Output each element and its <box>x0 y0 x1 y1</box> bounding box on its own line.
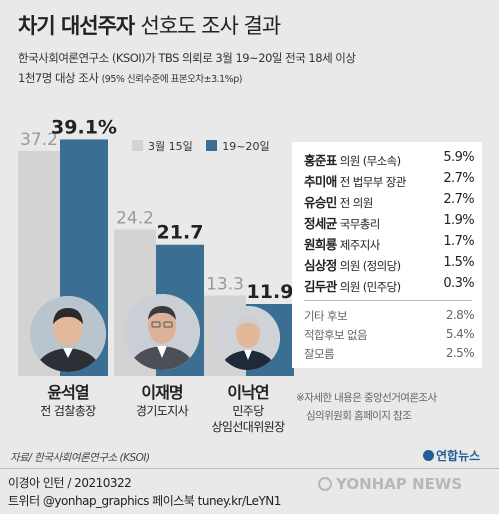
page-title: 차기 대선주자 선호도 조사 결과 <box>18 10 282 40</box>
misc-label: 잘모름 <box>304 347 335 361</box>
candidate-name-2: 이재명 <box>141 383 183 402</box>
other-name: 정세균 <box>304 216 337 231</box>
chart-legend: 3월 15일 19~20일 <box>132 138 280 154</box>
other-pct: 1.5% <box>443 255 474 270</box>
misc-label: 기타 후보 <box>304 309 348 323</box>
data-label-2-3: 11.9 <box>247 281 294 303</box>
other-name: 심상정 <box>304 258 337 273</box>
other-pct: 1.7% <box>443 234 474 249</box>
survey-sample: 1천7명 대상 조사 (95% 신뢰수준에 표본오차±3.1%p) <box>18 70 242 86</box>
other-pct: 2.7% <box>443 171 474 186</box>
list-item: 김두관 의원 (민주당) 0.3% <box>304 276 475 296</box>
other-pct: 5.9% <box>443 150 474 165</box>
person-photo-icon <box>30 296 106 372</box>
legend-label-series2: 19~20일 <box>222 140 270 153</box>
other-desc: 의원 (무소속) <box>339 154 401 168</box>
watermark-ring-icon <box>318 477 332 491</box>
footnote-line2: 심의위원회 홈페이지 참조 <box>306 410 412 422</box>
legend-label-series1: 3월 15일 <box>148 140 193 153</box>
list-item: 잘모름 2.5% <box>304 346 475 366</box>
title-sub: 선호도 조사 결과 <box>140 14 282 38</box>
panel-divider <box>304 300 472 301</box>
candidate-name-1: 윤석열 <box>47 383 89 402</box>
other-pct: 0.3% <box>443 276 474 291</box>
footnote-line1: ※자세한 내용은 중앙선거여론조사 <box>296 392 437 404</box>
list-item: 추미애 전 법무부 장관 2.7% <box>304 171 475 191</box>
other-desc: 국무총리 <box>339 217 381 231</box>
misc-pct: 2.8% <box>445 308 475 322</box>
other-name: 추미애 <box>304 174 337 189</box>
candidate-name-3: 이낙연 <box>227 383 269 402</box>
other-pct: 1.9% <box>443 213 474 228</box>
list-item: 정세균 국무총리 1.9% <box>304 213 475 233</box>
survey-description: 한국사회여론연구소 (KSOI)가 TBS 의뢰로 3월 19~20일 전국 1… <box>18 51 356 65</box>
candidate-photo-3 <box>216 306 280 370</box>
other-desc: 전 의원 <box>339 196 374 210</box>
list-item: 원희룡 제주지사 1.7% <box>304 234 475 254</box>
yonhap-logo-text: 연합뉴스 <box>436 449 481 463</box>
watermark-text: YONHAP NEWS <box>336 475 463 493</box>
social-links: 트위터 @yonhap_graphics 페이스북 tuney.kr/LeYN1 <box>8 494 281 508</box>
yonhap-logo-icon <box>423 450 434 461</box>
other-desc: 제주지사 <box>339 238 381 252</box>
person-photo-icon <box>216 306 280 370</box>
legend-swatch-series1 <box>132 140 143 151</box>
candidate-photo-2 <box>124 294 200 370</box>
candidate-role-3-line1: 민주당 <box>232 404 264 418</box>
person-photo-icon <box>124 294 200 370</box>
title-main: 차기 대선주자 <box>18 14 135 38</box>
list-item: 적합후보 없음 5.4% <box>304 327 475 347</box>
data-label-2-1: 39.1% <box>51 116 117 138</box>
data-label-1-2: 24.2 <box>116 209 154 229</box>
legend-swatch-series2 <box>206 140 218 151</box>
survey-sample-size: 1천7명 대상 조사 <box>18 71 99 85</box>
other-name: 원희룡 <box>304 237 337 252</box>
data-label-2-2: 21.7 <box>157 222 204 244</box>
candidate-role-2: 경기도지사 <box>135 404 189 418</box>
footnote: ※자세한 내용은 중앙선거여론조사 심의위원회 홈페이지 참조 <box>296 389 437 425</box>
list-item: 기타 후보 2.8% <box>304 308 475 328</box>
data-label-1-1: 37.2 <box>20 130 58 150</box>
list-item: 유승민 전 의원 2.7% <box>304 192 475 212</box>
other-desc: 전 법무부 장관 <box>339 175 407 189</box>
candidate-photo-1 <box>30 296 106 372</box>
other-name: 홍준표 <box>304 153 337 168</box>
legend-item-series1: 3월 15일 <box>132 140 193 153</box>
misc-pct: 5.4% <box>445 327 475 341</box>
other-pct: 2.7% <box>443 192 474 207</box>
other-desc: 의원 (정의당) <box>339 259 401 273</box>
other-candidates-panel: 홍준표 의원 (무소속) 5.9% 추미애 전 법무부 장관 2.7% 유승민 전 … <box>292 142 482 368</box>
yonhap-watermark: YONHAP NEWS <box>318 475 462 493</box>
misc-pct: 2.5% <box>445 346 475 360</box>
yonhap-logo: 연합뉴스 <box>423 447 480 464</box>
list-item: 홍준표 의원 (무소속) 5.9% <box>304 150 475 170</box>
data-label-1-3: 13.3 <box>206 275 244 295</box>
footer-divider <box>0 468 499 469</box>
author-credit: 이경아 인턴 / 20210322 <box>8 476 132 490</box>
list-item: 심상정 의원 (정의당) 1.5% <box>304 255 475 275</box>
margin-of-error: (95% 신뢰수준에 표본오차±3.1%p) <box>101 74 243 85</box>
legend-item-series2: 19~20일 <box>206 140 270 153</box>
other-desc: 의원 (민주당) <box>339 280 401 294</box>
candidate-role-1: 전 검찰총장 <box>40 404 96 418</box>
misc-label: 적합후보 없음 <box>304 328 368 342</box>
data-source: 자료/ 한국사회여론연구소 (KSOI) <box>10 452 150 464</box>
other-name: 유승민 <box>304 195 337 210</box>
candidate-role-3-line2: 상임선대위원장 <box>211 420 285 434</box>
other-name: 김두관 <box>304 279 337 294</box>
